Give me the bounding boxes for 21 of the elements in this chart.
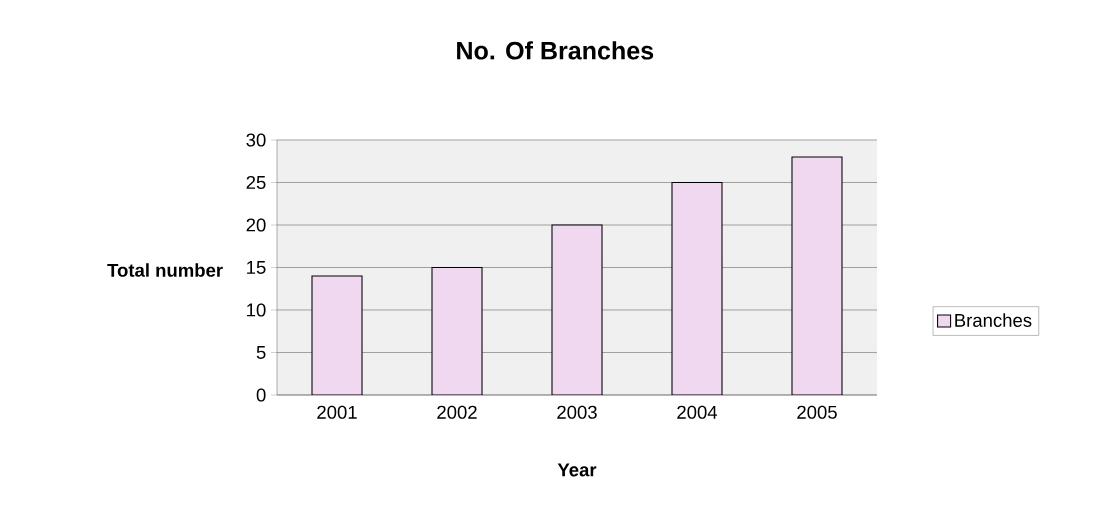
y-tick-label: 25 xyxy=(246,175,266,190)
bar xyxy=(791,156,843,395)
x-tick-label: 2004 xyxy=(677,405,718,419)
chart-title: No. Of Branches xyxy=(457,41,654,60)
x-tick-label: 2002 xyxy=(437,405,477,419)
x-tick-label: 2001 xyxy=(317,405,357,419)
x-axis-title: Year xyxy=(557,463,597,477)
legend-label: Branches xyxy=(955,313,1032,327)
y-tick-label: 10 xyxy=(247,303,266,317)
y-tick-label: 0 xyxy=(256,388,266,402)
bar xyxy=(551,224,603,395)
x-tick-label: 2005 xyxy=(797,405,837,419)
y-axis-title: Total number xyxy=(107,263,223,277)
bar xyxy=(671,181,723,395)
bar xyxy=(311,275,363,395)
x-tick-label: 2003 xyxy=(557,405,597,419)
bar xyxy=(431,266,483,395)
y-tick-label: 15 xyxy=(247,261,266,274)
y-tick-label: 5 xyxy=(256,346,266,359)
y-tick-label: 30 xyxy=(246,133,266,147)
y-tick-label: 20 xyxy=(246,218,266,232)
